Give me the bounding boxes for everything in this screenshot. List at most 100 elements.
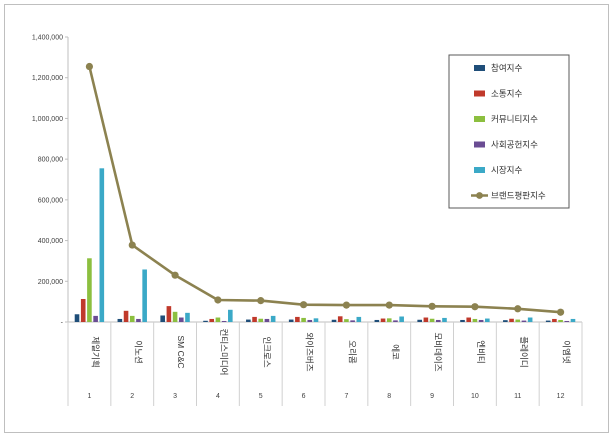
x-category-number: 8 <box>387 393 391 400</box>
x-category-number: 3 <box>173 393 177 400</box>
chart-axes: - 200,000 400,000 600,000 800,000 1,000,000 1,… <box>32 35 583 406</box>
line-point <box>514 305 522 313</box>
x-category-label: 와이즈버즈 <box>305 332 315 371</box>
bar <box>527 317 533 322</box>
bar <box>264 318 270 322</box>
bar <box>350 320 355 322</box>
bar <box>417 319 422 322</box>
bar <box>166 306 172 322</box>
bar <box>87 258 92 322</box>
legend-label: 사회공헌지수 <box>491 140 538 150</box>
bar <box>386 318 392 322</box>
bar <box>288 319 294 322</box>
bar <box>136 318 141 322</box>
bar <box>221 320 227 322</box>
bar <box>178 317 184 322</box>
bar <box>509 318 514 322</box>
legend-label: 참여지수 <box>491 63 522 73</box>
bar <box>93 315 98 322</box>
legend-label: 소통지수 <box>491 89 522 99</box>
bar <box>215 317 221 322</box>
bar <box>117 318 123 322</box>
bar <box>380 318 386 322</box>
bar <box>356 316 362 322</box>
bar <box>142 269 147 322</box>
chart-bars <box>74 168 576 322</box>
bar <box>331 319 337 322</box>
x-category-label: 모비데이즈 <box>433 332 443 371</box>
x-category-label: 오리콤 <box>347 340 357 364</box>
chart-line <box>85 62 565 316</box>
bar <box>203 320 208 322</box>
bar <box>435 319 441 322</box>
bar <box>252 316 257 322</box>
x-category-label: 제일기획 <box>90 336 100 367</box>
y-tick-label: 200,000 <box>38 279 63 286</box>
bar <box>209 318 215 322</box>
legend-line-marker <box>476 192 483 199</box>
bar <box>99 168 105 322</box>
line-point <box>214 296 222 304</box>
y-tick-label: 1,200,000 <box>32 75 63 82</box>
bar <box>558 319 563 322</box>
x-category-label: 플레이디 <box>519 336 529 367</box>
line-point <box>257 297 265 305</box>
x-category-label: SM C&C <box>176 335 186 368</box>
line-point <box>171 271 179 279</box>
y-tick-label: 800,000 <box>38 157 63 164</box>
x-category-number: 4 <box>216 393 220 400</box>
x-category-label: 인크로스 <box>262 336 272 367</box>
line-point <box>85 62 94 71</box>
x-category-label: 엔비티 <box>476 340 486 363</box>
bar <box>374 319 380 322</box>
line-point <box>299 301 308 309</box>
line-point <box>385 301 393 309</box>
bar <box>485 318 490 322</box>
line-point <box>556 308 565 316</box>
bar <box>399 316 404 322</box>
bar <box>246 319 251 322</box>
bar <box>185 312 190 322</box>
bar <box>393 320 398 322</box>
bar <box>442 317 447 322</box>
y-tick-label: - <box>61 320 64 327</box>
bar <box>74 314 80 322</box>
bar <box>344 319 349 322</box>
x-category-number: 6 <box>302 393 306 400</box>
line-point <box>428 302 436 310</box>
legend-box <box>448 54 570 209</box>
bar <box>270 315 276 322</box>
x-axis-labels: 제일기획 1 이노션 2 SM C&C 3 컨티스미디어 4 인크로스 5 와이즈버즈 6 오리콤 7 에코… <box>87 329 571 400</box>
y-tick-label: 1,400,000 <box>32 35 63 42</box>
x-category-label: 이엠넷 <box>562 340 572 364</box>
legend-swatch <box>474 167 485 173</box>
x-category-number: 1 <box>87 393 91 400</box>
y-tick-label: 600,000 <box>38 197 63 204</box>
line-point <box>471 303 479 311</box>
bar <box>552 318 557 322</box>
bar <box>429 318 435 322</box>
x-category-number: 10 <box>471 393 479 400</box>
legend-swatch <box>474 116 485 122</box>
bar <box>423 317 429 322</box>
bar <box>172 311 178 322</box>
bar <box>545 320 551 322</box>
y-tick-label: 400,000 <box>38 238 63 245</box>
bar <box>515 319 521 322</box>
legend-swatch <box>474 90 485 97</box>
x-category-number: 2 <box>130 393 134 400</box>
legend-swatch <box>474 65 485 71</box>
bar <box>466 317 472 322</box>
bar <box>313 318 319 322</box>
legend-label: 시장지수 <box>491 165 522 175</box>
line-point <box>342 301 351 309</box>
x-category-number: 11 <box>514 393 521 400</box>
bar <box>570 318 576 322</box>
x-category-number: 7 <box>344 393 348 400</box>
bar <box>228 309 233 322</box>
x-category-label: 에코 <box>390 344 400 360</box>
legend-label: 브랜드평판지수 <box>491 191 546 201</box>
